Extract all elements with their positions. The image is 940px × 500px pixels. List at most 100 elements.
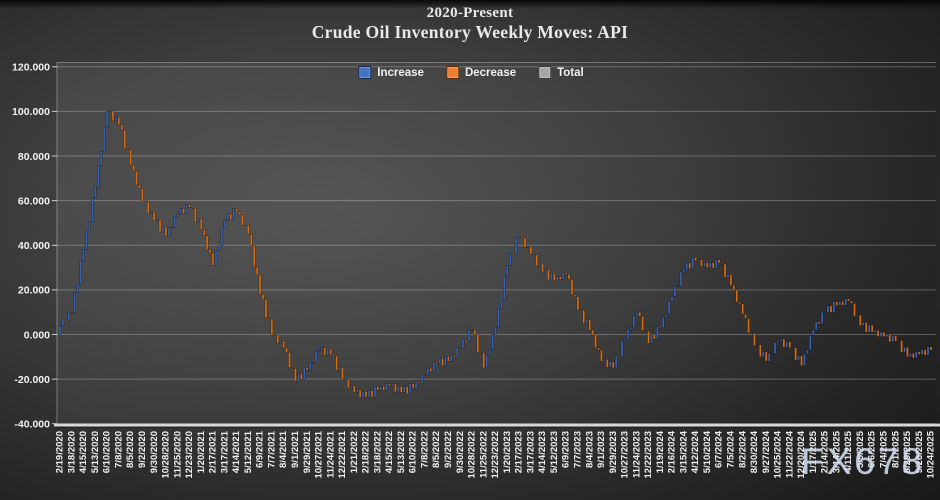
increase-bar — [709, 262, 712, 268]
x-tick-label: 11/24/2021 — [325, 430, 336, 478]
decrease-bar — [394, 383, 397, 393]
increase-bar — [467, 329, 471, 342]
increase-bar — [61, 319, 65, 326]
increase-bar — [820, 311, 824, 325]
x-tick-label: 4/15/2020 — [78, 431, 89, 473]
decrease-bar — [211, 252, 215, 266]
increase-bar — [812, 329, 815, 336]
x-tick-label: 1/21/2022 — [349, 431, 360, 473]
x-tick-label: 9/1/2021 — [290, 430, 301, 468]
decrease-bar — [182, 208, 185, 214]
decrease-bar — [700, 259, 703, 267]
decrease-bar — [794, 347, 797, 361]
increase-bar — [149, 210, 153, 214]
increase-bar — [809, 335, 812, 351]
y-tick-label: -20.000 — [14, 374, 50, 386]
decrease-bar — [888, 333, 892, 342]
increase-bar — [82, 249, 85, 262]
decrease-bar — [305, 367, 309, 371]
decrease-bar — [750, 332, 753, 334]
decrease-bar — [238, 211, 241, 215]
decrease-bar — [288, 352, 291, 368]
decrease-bar — [729, 274, 733, 286]
increase-bar — [444, 356, 447, 367]
increase-bar — [185, 204, 188, 214]
decrease-bar — [759, 344, 762, 358]
increase-bar — [714, 259, 718, 269]
x-tick-label: 6/10/2022 — [408, 431, 419, 473]
increase-bar — [491, 334, 494, 351]
x-tick-label: 7/8/2022 — [420, 431, 431, 468]
increase-bar — [450, 354, 453, 362]
decrease-bar — [64, 319, 68, 322]
decrease-bar — [558, 276, 562, 280]
decrease-bar — [152, 210, 156, 221]
increase-bar — [635, 311, 639, 316]
decrease-bar — [476, 334, 480, 353]
decrease-bar — [435, 361, 438, 364]
x-tick-label: 8/5/2020 — [125, 431, 136, 468]
decrease-bar — [520, 236, 524, 239]
increase-bar — [826, 305, 830, 313]
decrease-bar — [800, 355, 803, 366]
increase-bar — [697, 259, 700, 262]
increase-bar — [176, 213, 179, 217]
decrease-bar — [894, 335, 897, 342]
decrease-bar — [364, 391, 368, 398]
x-axis-labels: 2/19/2020 3/18/2020 4/15/2020 5/13/2020 6/10… — [55, 430, 937, 478]
x-tick-label: 9/2/2022 — [443, 431, 454, 468]
decrease-bar — [244, 224, 247, 227]
decrease-bar — [638, 311, 641, 317]
decrease-bar — [900, 340, 903, 353]
x-tick-label: 12/23/2020 — [184, 431, 195, 479]
increase-bar — [373, 386, 377, 398]
increase-bar — [91, 197, 94, 223]
decrease-bar — [511, 253, 515, 255]
decrease-bar — [817, 321, 821, 325]
decrease-bar — [738, 301, 742, 305]
decrease-bar — [158, 219, 162, 233]
decrease-bar — [829, 305, 833, 313]
legend-swatch-increase — [358, 66, 372, 79]
decrease-bar — [747, 318, 750, 334]
increase-bar — [773, 342, 777, 354]
x-tick-label: 3/18/2020 — [66, 431, 77, 473]
decrease-bar — [276, 334, 280, 344]
decrease-bar — [405, 386, 409, 394]
increase-bar — [385, 383, 388, 391]
increase-bar — [679, 271, 683, 287]
x-tick-label: 1/20/2023 — [502, 431, 513, 473]
decrease-bar — [853, 303, 856, 317]
increase-bar — [526, 246, 530, 248]
increase-bar — [220, 227, 224, 247]
decrease-bar — [573, 294, 577, 297]
x-tick-label: 6/6/2025 — [867, 430, 878, 468]
increase-bar — [470, 329, 474, 331]
increase-bar — [673, 285, 677, 297]
x-tick-label: 12/20/2024 — [796, 430, 807, 478]
x-tick-label: 10/27/2021 — [314, 430, 325, 478]
increase-bar — [197, 218, 200, 223]
decrease-bar — [711, 262, 715, 269]
increase-bar — [461, 339, 465, 349]
increase-bar — [761, 351, 765, 358]
decrease-bar — [473, 329, 477, 336]
decrease-bar — [841, 301, 845, 306]
increase-bar — [302, 367, 306, 380]
increase-bar — [897, 340, 900, 342]
decrease-bar — [144, 200, 147, 203]
decrease-bar — [479, 352, 483, 354]
decrease-bar — [252, 245, 256, 268]
increase-bar — [379, 386, 383, 391]
decrease-bar — [117, 116, 121, 126]
decrease-bar — [199, 218, 203, 230]
increase-bar — [58, 325, 62, 335]
increase-bar — [650, 334, 653, 344]
increase-bar — [314, 351, 318, 363]
increase-bar — [544, 269, 547, 273]
increase-bar — [402, 386, 406, 393]
decrease-bar — [458, 347, 462, 349]
x-tick-label: 9/2/2020 — [137, 431, 148, 468]
increase-bar — [561, 272, 565, 280]
increase-bar — [279, 340, 282, 344]
